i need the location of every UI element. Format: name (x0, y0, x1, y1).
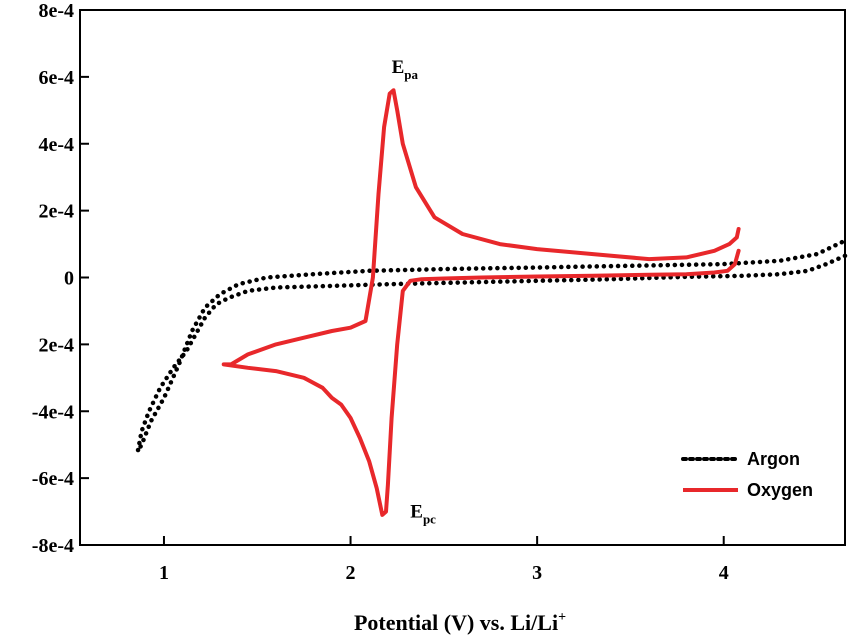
y-tick-label: -4e-4 (32, 401, 74, 423)
x-tick-label: 2 (346, 562, 356, 584)
y-tick-label: 8e-4 (38, 0, 74, 22)
x-tick-label: 4 (719, 562, 729, 584)
x-tick-label: 3 (532, 562, 542, 584)
y-tick-label: 2e-4 (38, 201, 74, 223)
epa-label: Epa (392, 57, 419, 82)
legend-oxygen-label: Oxygen (747, 480, 813, 500)
y-tick-label: 0 (64, 268, 74, 290)
epc-label: Epc (410, 502, 436, 527)
y-tick-label: 4e-4 (38, 134, 74, 156)
legend-argon-label: Argon (747, 449, 800, 469)
y-axis: 8e-4 6e-4 4e-4 2e-4 0 2e-4 -4e-4 -6e-4 -8e-4 (32, 0, 89, 557)
legend: Argon Oxygen (681, 449, 813, 500)
annotation-epc: Epc (410, 502, 436, 527)
x-axis: 1 2 3 4 (159, 536, 729, 584)
y-tick-label: -8e-4 (32, 535, 74, 557)
y-tick-label: 2e-4 (38, 334, 74, 356)
x-tick-label: 1 (159, 562, 169, 584)
series-layer (135, 88, 848, 517)
x-axis-title: Potential (V) vs. Li/Li+ (354, 610, 566, 635)
series-line-oxygen (221, 88, 741, 517)
series-line-argon (135, 238, 848, 454)
y-tick-label: -6e-4 (32, 468, 74, 490)
annotation-epa: Epa (392, 57, 419, 82)
y-tick-label: 6e-4 (38, 67, 74, 89)
